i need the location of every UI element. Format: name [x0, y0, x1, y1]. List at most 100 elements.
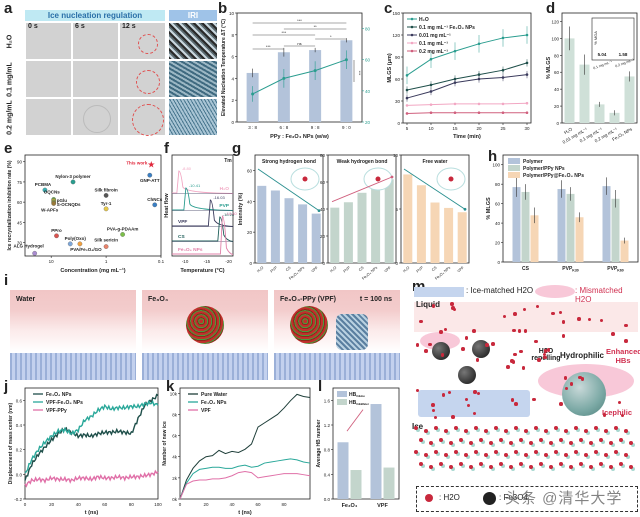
ice-front-circle [137, 34, 158, 54]
y-tick-label: 0.4 [324, 472, 331, 477]
ice-lattice-molecule [529, 465, 533, 469]
peak-label: -18.20 [223, 212, 235, 217]
ice-lattice-molecule [504, 453, 508, 457]
ice-front-circle [131, 104, 164, 136]
x-tick-label: 15 [452, 126, 458, 131]
bar [566, 193, 575, 262]
y-tick-label: 80 [554, 53, 560, 58]
ice-lattice-molecule [504, 429, 508, 433]
ice-count-line [179, 393, 311, 500]
iri-micrograph [169, 61, 217, 97]
h2o-molecule-icon [425, 494, 433, 502]
point-label: PVA-g-PDAAm [107, 226, 138, 231]
y-right-tick-label: 20 [365, 120, 371, 125]
bar [579, 64, 590, 123]
y-tick-label: 0.0 [324, 497, 331, 502]
water-molecule [532, 397, 536, 402]
trajectory-line [24, 469, 159, 488]
x-tick-label: H₂O [256, 266, 264, 274]
water-molecule [561, 334, 566, 338]
time-label: 6 s [75, 23, 85, 30]
ice-matched-legend: : Ice-matched H2O [466, 286, 534, 295]
y-tick-label: 8k [172, 412, 178, 417]
x-tick-label: 20 [49, 502, 55, 507]
dsc-curve [172, 199, 234, 227]
bar [343, 202, 353, 263]
ice-lattice-molecule [599, 438, 603, 442]
point-label: PCBMA [35, 182, 52, 187]
fe3o4-particle [458, 366, 476, 384]
series-point [453, 111, 457, 115]
md-snapshot: Water [10, 290, 136, 380]
trend-arrow-head [317, 209, 321, 213]
x-axis-title: Concentration (mg mL⁻¹) [60, 267, 125, 274]
legend-label: Fe₃O₄ NPs [201, 400, 227, 406]
x-tick-label: VPF [311, 265, 320, 273]
ppy-chain-cluster [336, 314, 368, 350]
snapshot-label: Water [16, 296, 36, 303]
fe3o4-particle [432, 342, 450, 360]
water-molecule [513, 312, 517, 316]
water-molecule [521, 366, 526, 370]
iri-micrograph [169, 23, 217, 59]
x-tick-label: CS [358, 265, 365, 272]
water-molecule [431, 403, 435, 407]
y-tick-label: 0 [322, 261, 325, 266]
ice-lattice-molecule [509, 441, 513, 445]
point-label: W-APFs [41, 207, 59, 212]
y-tick-label: 6 [231, 55, 234, 60]
water-molecule [466, 403, 470, 408]
water-molecule [624, 339, 628, 343]
series-line [406, 62, 528, 91]
scatter-point [103, 244, 109, 249]
point-label: S-OCNQDs [57, 202, 81, 207]
y-tick-label: 0 [395, 261, 398, 266]
point-label: Silk sericin [94, 238, 118, 243]
x-tick-label: 40 [229, 502, 235, 507]
iri-micrograph [169, 99, 217, 135]
curve-label: Fe₃O₄ NPs [178, 247, 203, 253]
time-label: 12 s [122, 23, 136, 30]
ice-lattice-molecule [424, 429, 428, 433]
x-axis-title: Temperature (°C) [180, 268, 224, 274]
water-molecule [491, 342, 495, 346]
h2o-legend-label: : H2O [439, 493, 460, 502]
water-molecule [564, 386, 569, 391]
ice-lattice-molecule [589, 465, 593, 469]
ice-lattice-molecule [539, 438, 543, 442]
ice-lattice-molecule [519, 462, 523, 466]
y-tick-label: 30 [395, 99, 401, 104]
nucleation-frame [120, 61, 165, 97]
y-axis-title: % MLGS [486, 197, 492, 220]
y-tick-label: 0.6 [16, 398, 23, 403]
inset-category-label: 0.1 mg mL⁻¹ [593, 60, 614, 71]
trend-arrow [331, 176, 393, 203]
scatter-point [152, 202, 158, 208]
water-molecule [620, 413, 625, 418]
x-tick-label: H₂O [329, 266, 337, 274]
scatter-point [120, 232, 125, 237]
md-snapshot: Fe₃O₄ [142, 290, 268, 380]
x-tick-label: PVP [416, 265, 425, 273]
series-line [406, 102, 528, 106]
water-molecule [485, 343, 489, 347]
ice-lattice-molecule [489, 465, 493, 469]
ice-lattice-molecule [454, 426, 458, 430]
x-tick-label: 20 [203, 502, 209, 507]
trend-arrow-head [390, 175, 394, 179]
ice-lattice-molecule [459, 462, 463, 466]
series-point [405, 112, 409, 115]
x-tick-label: H₂O [563, 126, 573, 135]
hydrophilic-label: Hydrophilic [560, 351, 605, 360]
bar [530, 215, 539, 262]
legend-swatch [337, 399, 347, 405]
ice-lattice-molecule [629, 465, 633, 469]
bar [284, 198, 294, 263]
legend-swatch [508, 172, 520, 178]
water-molecule [464, 336, 469, 340]
y-tick-label: 20 [247, 230, 253, 235]
water-molecule [561, 320, 566, 324]
